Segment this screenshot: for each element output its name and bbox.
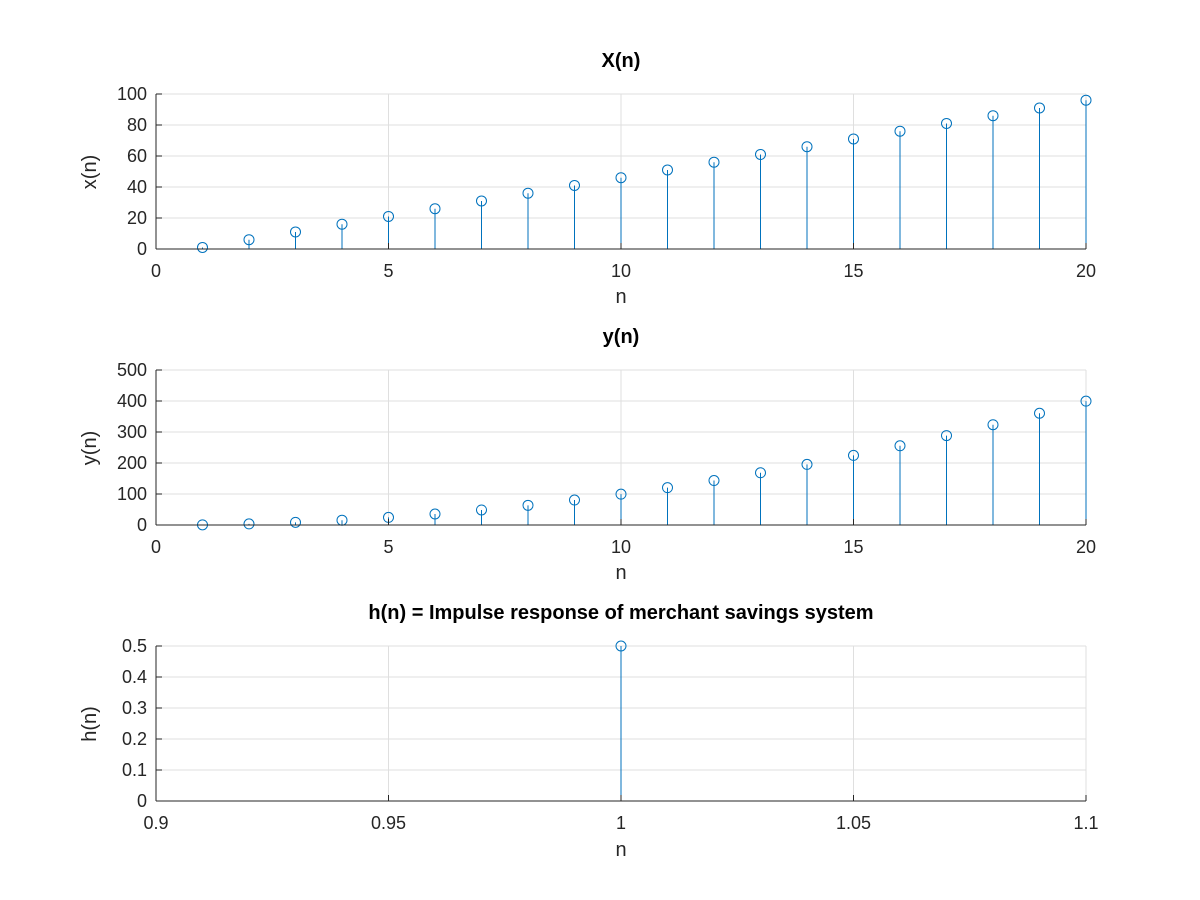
y-tick-label: 80	[127, 115, 147, 135]
x-tick-label: 5	[383, 261, 393, 281]
stem-marker	[662, 164, 673, 176]
stem-marker	[615, 640, 627, 652]
stem-marker	[615, 488, 627, 500]
x-tick-label: 10	[611, 261, 631, 281]
y-axis-label: x(n)	[79, 155, 101, 189]
y-tick-label: 500	[117, 360, 147, 380]
y-tick-label: 100	[117, 84, 147, 104]
y-tick-label: 200	[117, 453, 147, 473]
y-tick-label: 100	[117, 484, 147, 504]
y-tick-label: 0.4	[122, 667, 147, 687]
stem-marker	[1034, 407, 1045, 419]
stem-marker	[1080, 94, 1092, 106]
subplot-x-n: X(n) n x(n) 0 5 10 15 20 0 20 40 60 80 100	[79, 50, 1096, 308]
stem-marker	[708, 156, 720, 168]
stem-marker	[615, 172, 627, 184]
x-tick-label: 0	[151, 537, 161, 557]
stem-marker	[383, 210, 394, 222]
x-tick-label: 1.05	[836, 813, 871, 833]
stem-marker	[429, 203, 441, 215]
x-tick-label: 20	[1076, 261, 1096, 281]
x-tick-label: 0	[151, 261, 161, 281]
x-axis-label: n	[615, 286, 626, 308]
stem-marker	[801, 141, 813, 153]
stem-marker	[290, 226, 301, 238]
y-tick-label: 40	[127, 177, 147, 197]
subplot-h-n: h(n) = Impulse response of merchant savi…	[79, 602, 1099, 861]
stem-marker	[801, 458, 813, 470]
stem-marker	[894, 125, 906, 137]
stem-marker	[336, 218, 348, 230]
y-tick-label: 0	[137, 515, 147, 535]
stem-marker	[987, 419, 999, 431]
x-axis-label: n	[615, 839, 626, 861]
y-tick-label: 0.5	[122, 636, 147, 656]
subplot-title: h(n) = Impulse response of merchant savi…	[368, 602, 873, 624]
y-axis-label: h(n)	[79, 706, 101, 742]
x-tick-label: 20	[1076, 537, 1096, 557]
stem-marker	[429, 508, 441, 520]
x-tick-label: 1.1	[1073, 813, 1098, 833]
stem-marker	[987, 110, 999, 122]
y-tick-label: 0	[137, 239, 147, 259]
stem-marker	[662, 482, 673, 494]
stem-marker	[522, 499, 534, 511]
stem-marker	[522, 187, 534, 199]
y-tick-label: 400	[117, 391, 147, 411]
subplot-title: y(n)	[603, 326, 640, 348]
y-tick-label: 0	[137, 791, 147, 811]
stem-marker	[243, 234, 255, 246]
y-tick-label: 300	[117, 422, 147, 442]
stem-marker	[894, 440, 906, 452]
stem-marker	[755, 467, 766, 479]
stem-marker	[848, 133, 859, 145]
x-tick-label: 1	[616, 813, 626, 833]
stem-marker	[569, 179, 580, 191]
stem-marker	[476, 195, 487, 207]
subplot-title: X(n)	[602, 50, 641, 72]
stem-marker	[848, 449, 859, 461]
stem-marker	[569, 494, 580, 506]
y-tick-label: 20	[127, 208, 147, 228]
y-tick-label: 0.2	[122, 729, 147, 749]
x-axis-label: n	[615, 562, 626, 584]
stem-marker	[243, 518, 255, 530]
x-tick-label: 15	[843, 261, 863, 281]
x-tick-label: 10	[611, 537, 631, 557]
stem-marker	[290, 516, 301, 528]
stem-marker	[476, 504, 487, 516]
x-tick-label: 5	[383, 537, 393, 557]
y-tick-label: 60	[127, 146, 147, 166]
stem-marker	[1080, 395, 1092, 407]
stem-marker	[708, 475, 720, 487]
x-tick-label: 0.9	[143, 813, 168, 833]
stem-marker	[941, 430, 952, 442]
x-tick-label: 15	[843, 537, 863, 557]
y-axis-label: y(n)	[79, 431, 101, 465]
stem-marker	[941, 117, 952, 129]
stem-marker	[755, 148, 766, 160]
y-tick-label: 0.1	[122, 760, 147, 780]
x-tick-label: 0.95	[371, 813, 406, 833]
stem-marker	[1034, 102, 1045, 114]
y-tick-label: 0.3	[122, 698, 147, 718]
stem-marker	[197, 241, 208, 253]
